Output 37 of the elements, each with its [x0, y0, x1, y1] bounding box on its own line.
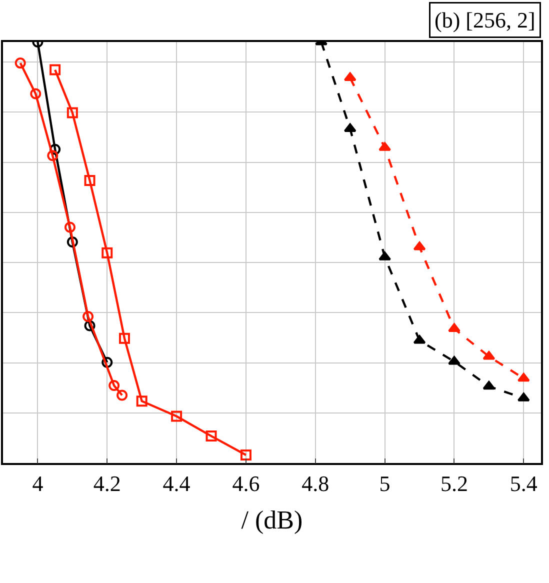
point [448, 356, 460, 365]
point [66, 236, 78, 248]
x-tick-label: 4 [32, 471, 44, 496]
point [344, 72, 356, 82]
point [64, 222, 76, 233]
point [240, 450, 252, 460]
point [84, 320, 96, 332]
x-tick-label: 5 [379, 471, 390, 496]
point [482, 350, 496, 360]
point [50, 144, 61, 155]
point [102, 356, 113, 368]
point [47, 150, 58, 162]
point [14, 58, 26, 69]
point [102, 247, 113, 258]
point [82, 310, 94, 322]
point [30, 88, 42, 100]
point [50, 64, 61, 76]
chart-title: (b) [256, 2] [434, 8, 536, 32]
point [171, 410, 182, 422]
x-tick-label: 4.6 [232, 471, 260, 496]
point [108, 380, 120, 392]
x-tick-label: 5.4 [510, 471, 538, 496]
point [206, 430, 217, 442]
x-tick-label: 5.2 [440, 471, 468, 496]
point [116, 390, 128, 401]
point [517, 372, 530, 382]
point [136, 396, 148, 407]
point [482, 380, 496, 390]
x-tick-label: 4.2 [93, 471, 121, 496]
x-tick-label: 4.8 [302, 471, 330, 496]
x-axis-title: / (dB) [241, 505, 303, 534]
point [448, 323, 460, 332]
x-tick-label: 4.4 [162, 471, 190, 496]
point [118, 332, 130, 344]
point [413, 334, 426, 344]
point [84, 175, 96, 186]
point [66, 107, 78, 118]
